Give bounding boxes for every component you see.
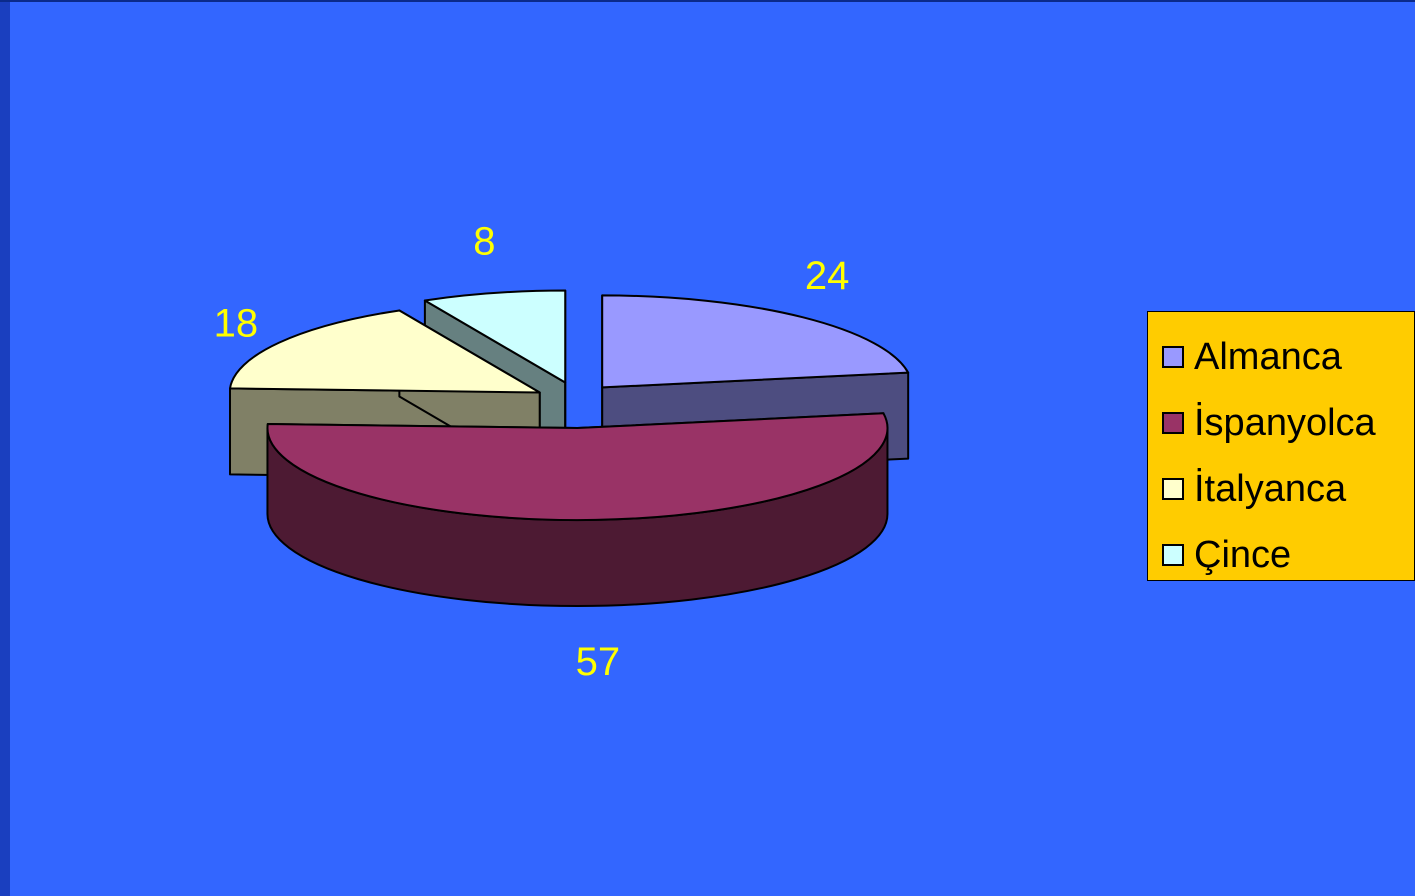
legend-swatch-2 — [1162, 478, 1184, 500]
legend-label-2: İtalyanca — [1194, 467, 1347, 510]
slide-left-strip — [0, 0, 10, 896]
slide-top-border — [0, 0, 1415, 2]
legend-swatch-0 — [1162, 346, 1184, 368]
legend-swatch-3 — [1162, 544, 1184, 566]
pie-slice-top-3 — [423, 289, 567, 384]
pie-slice-top-1 — [266, 412, 889, 522]
legend-item-1: İspanyolca — [1148, 390, 1414, 456]
pie-slice-1 — [266, 412, 889, 608]
legend-label-0: Almanca — [1194, 335, 1342, 378]
legend-item-2: İtalyanca — [1148, 456, 1414, 522]
legend-swatch-1 — [1162, 412, 1184, 434]
pie-slice-top-0 — [601, 294, 910, 389]
legend-item-0: Almanca — [1148, 324, 1414, 390]
legend-label-3: Çince — [1194, 533, 1292, 576]
legend-label-1: İspanyolca — [1194, 401, 1376, 444]
data-label-1: 57 — [576, 640, 621, 684]
data-label-0: 24 — [805, 254, 850, 298]
chart-legend: Almanca İspanyolca İtalyanca Çince — [1147, 311, 1415, 581]
pie-slice-top-2 — [229, 309, 541, 394]
legend-item-3: Çince — [1148, 522, 1414, 588]
data-label-3: 8 — [473, 219, 495, 263]
data-label-2: 18 — [214, 302, 259, 346]
